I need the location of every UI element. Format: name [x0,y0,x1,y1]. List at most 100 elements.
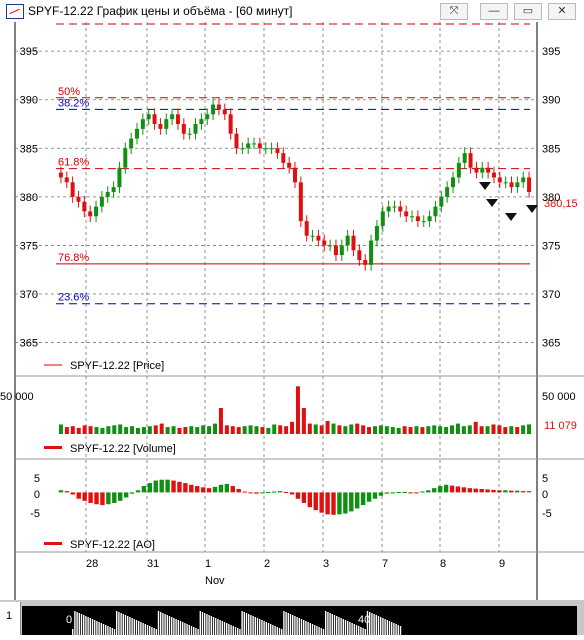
candle-body [216,104,221,110]
fib-level-label: 38.2% [58,97,89,109]
fib-level-label: 61.8% [58,157,89,169]
navigator-bar [248,614,250,635]
volume-bar [106,426,111,434]
ao-bar [526,491,532,493]
restore-icon[interactable]: ⤧ [440,3,468,20]
navigator-bar [223,622,226,635]
volume-bar [254,426,259,434]
navigator-bar [204,613,206,635]
last-price-label: 380,15 [544,198,578,210]
candle-body [94,206,99,217]
volume-bar [236,427,241,434]
ao-y-tick: 0 [542,489,548,501]
volume-bar [189,426,194,434]
candle-body [474,167,479,173]
navigator-bar [303,620,305,635]
ao-bar [106,492,111,505]
volume-bar [527,424,532,434]
volume-bar [141,427,146,434]
volume-bar [248,425,253,434]
navigator-mini-chart[interactable] [22,606,577,635]
ao-bar [200,487,206,493]
navigator-bar [140,622,142,635]
chart-svg[interactable]: SPYF-12.22 [Price] SPYF-12.22 [Volume] S… [0,12,584,600]
ao-legend-swatch [44,542,62,545]
candle-body [187,133,192,135]
navigator-bar [175,619,177,635]
navigator-bar [388,621,391,635]
navigator-strip[interactable]: 1 0 40 [0,600,584,635]
signal-marker-icon [486,199,498,207]
fib-level-label: 76.8% [58,252,89,264]
navigator-bar [96,621,98,635]
ao-bar [283,491,289,493]
ao-bar [82,492,87,501]
price-y-tick: 385 [20,143,38,155]
ao-bar [272,491,277,493]
volume-bar [355,423,360,434]
navigator-bar [131,618,133,635]
ao-bar [384,492,390,494]
maximize-button[interactable]: ▭ [514,3,542,20]
volume-bar [444,427,449,434]
chart-area[interactable]: SPYF-12.22 [Price] SPYF-12.22 [Volume] S… [0,12,584,620]
navigator-bar [173,618,175,635]
navigator-bar [166,615,168,635]
candle-body [70,182,75,197]
candle-body [351,235,356,251]
volume-bar [467,425,472,434]
volume-bar [390,427,395,434]
navigator-bar [113,629,116,635]
volume-bar [278,425,283,434]
price-y-tick: 365 [20,338,38,350]
candle-body [515,182,520,188]
ao-bar [337,492,342,515]
price-y-tick: 385 [542,143,560,155]
navigator-bar [351,623,353,635]
volume-bar [461,426,466,434]
candle-body [415,216,420,222]
navigator-bar [190,626,193,635]
ao-bar [343,492,348,514]
price-y-tick: 375 [20,240,38,252]
ao-bar [195,486,200,493]
ao-bar [254,492,259,494]
ao-bar [520,491,526,493]
minimize-button[interactable]: — [480,3,508,20]
volume-bar [491,424,496,434]
candle-body [386,206,391,212]
ao-y-tick: -5 [30,508,40,520]
candle-body [275,148,280,154]
navigator-bar [199,611,201,635]
navigator-bar [234,627,237,635]
candle-body [369,240,374,265]
navigator-bar [245,613,248,635]
candle-body [491,172,496,178]
ao-bar [449,485,455,493]
navigator-bar [358,626,360,635]
navigator-bar [197,629,199,635]
candle-body [427,216,432,222]
ao-bar [301,492,307,503]
candle-body [246,143,251,149]
navigator-bar [186,624,188,635]
volume-bar [171,426,176,434]
navigator-bar [349,622,351,635]
navigator-bar [118,612,120,635]
volume-bar [88,426,93,434]
close-button[interactable]: ✕ [548,3,576,20]
navigator-bar [320,628,322,635]
navigator-zero-label: 0 [66,614,73,626]
volume-bar [272,424,277,434]
navigator-bar [300,619,303,635]
navigator-bar [252,616,254,635]
navigator-bar [94,620,96,635]
x-label: 8 [440,558,446,570]
volume-bar [58,424,63,434]
volume-legend: SPYF-12.22 [Volume] [70,443,176,455]
navigator-bar [72,629,74,635]
candle-body [269,148,274,150]
candle-body [82,201,87,212]
candle-body [228,114,233,134]
ao-bar [206,488,212,493]
